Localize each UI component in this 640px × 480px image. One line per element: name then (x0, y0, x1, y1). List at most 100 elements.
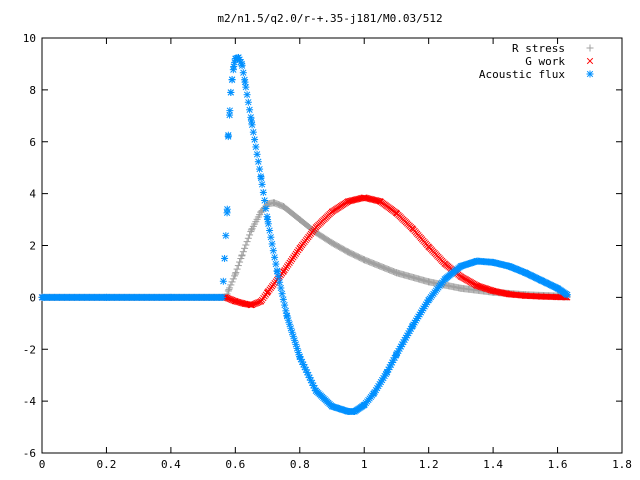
data-point (225, 286, 233, 294)
y-tick-label: -6 (23, 447, 36, 460)
data-point (457, 262, 465, 270)
axes: 0 0.2 0.4 0.6 0.8 1 1.2 1.4 1.6 1.8 -6 -4 -2 0 2 4 6 8 10 (23, 32, 632, 471)
data-point (241, 300, 249, 308)
data-point (236, 258, 244, 266)
data-point (441, 275, 449, 283)
data-point (370, 389, 378, 397)
data-point (221, 254, 229, 262)
x-tick-label: 1.6 (548, 458, 568, 471)
data-point (257, 174, 265, 182)
data-point (277, 284, 285, 292)
data-point (500, 289, 507, 297)
data-point (360, 401, 368, 409)
data-point (242, 241, 250, 249)
data-point (496, 289, 503, 296)
data-point (228, 278, 236, 286)
legend-label: G work (525, 55, 565, 68)
data-point (226, 107, 234, 115)
data-point (522, 292, 529, 299)
data-point (328, 239, 336, 247)
data-point (223, 205, 231, 213)
series-g-work (38, 194, 571, 309)
data-point (425, 243, 432, 250)
data-point (224, 287, 232, 295)
series-acoustic-flux (38, 53, 571, 415)
data-point (247, 228, 255, 236)
data-point (489, 258, 497, 266)
legend-marker (586, 44, 594, 52)
data-point (491, 288, 498, 295)
data-point (457, 284, 465, 292)
data-point (258, 180, 266, 188)
data-point (344, 248, 352, 256)
data-point (499, 289, 506, 296)
y-tick-label: 0 (29, 291, 36, 304)
data-point (239, 248, 247, 256)
data-point (235, 53, 243, 61)
data-point (231, 55, 239, 63)
data-point (554, 293, 561, 301)
data-point (506, 291, 513, 298)
x-tick-label: 0.4 (161, 458, 181, 471)
data-point (521, 269, 529, 277)
data-point (288, 328, 296, 336)
data-point (243, 238, 251, 246)
data-point (489, 287, 497, 295)
data-point (296, 244, 303, 252)
data-point (248, 302, 255, 309)
data-point (563, 291, 571, 299)
data-point (38, 293, 46, 301)
data-point (242, 83, 250, 91)
data-point (537, 277, 545, 285)
data-point (280, 203, 288, 211)
data-point (244, 98, 252, 106)
data-point (226, 284, 234, 292)
data-point (228, 76, 236, 83)
data-point (497, 289, 505, 296)
data-point (233, 265, 241, 273)
data-point (495, 288, 502, 296)
data-point (224, 133, 232, 141)
x-tick-label: 1 (361, 458, 368, 471)
data-point (292, 340, 300, 348)
legend-label: R stress (512, 42, 565, 55)
data-point (296, 353, 304, 361)
data-point (278, 290, 286, 298)
data-point (238, 252, 246, 260)
data-point (227, 88, 235, 96)
data-point (264, 216, 272, 224)
data-point (289, 332, 297, 340)
data-point (229, 275, 237, 283)
data-point (222, 232, 230, 240)
data-point (280, 268, 287, 275)
data-point (425, 296, 433, 304)
data-point (219, 277, 227, 285)
legend-marker (586, 57, 594, 65)
data-point (554, 284, 562, 292)
data-point (273, 267, 281, 275)
data-point (312, 224, 320, 231)
data-point (296, 216, 304, 224)
data-point (232, 298, 239, 305)
legend-label: Acoustic flux (479, 68, 565, 81)
data-point (244, 234, 252, 242)
data-point (360, 256, 368, 264)
data-point (231, 270, 239, 278)
data-point (409, 225, 416, 232)
data-point (270, 199, 278, 207)
chart-title: m2/n1.5/q2.0/r-+.35-j181/M0.03/512 (217, 12, 442, 25)
data-point (239, 69, 247, 77)
data-point (259, 188, 267, 196)
data-point (218, 293, 226, 301)
data-point (271, 253, 279, 261)
data-point (247, 226, 255, 234)
data-point (257, 208, 265, 216)
data-point (344, 198, 352, 205)
data-point (287, 324, 295, 332)
data-point (272, 260, 280, 268)
y-tick-label: 6 (29, 136, 36, 149)
data-point (254, 158, 262, 166)
data-point (167, 293, 175, 301)
data-point (249, 128, 257, 136)
data-point (267, 233, 275, 241)
